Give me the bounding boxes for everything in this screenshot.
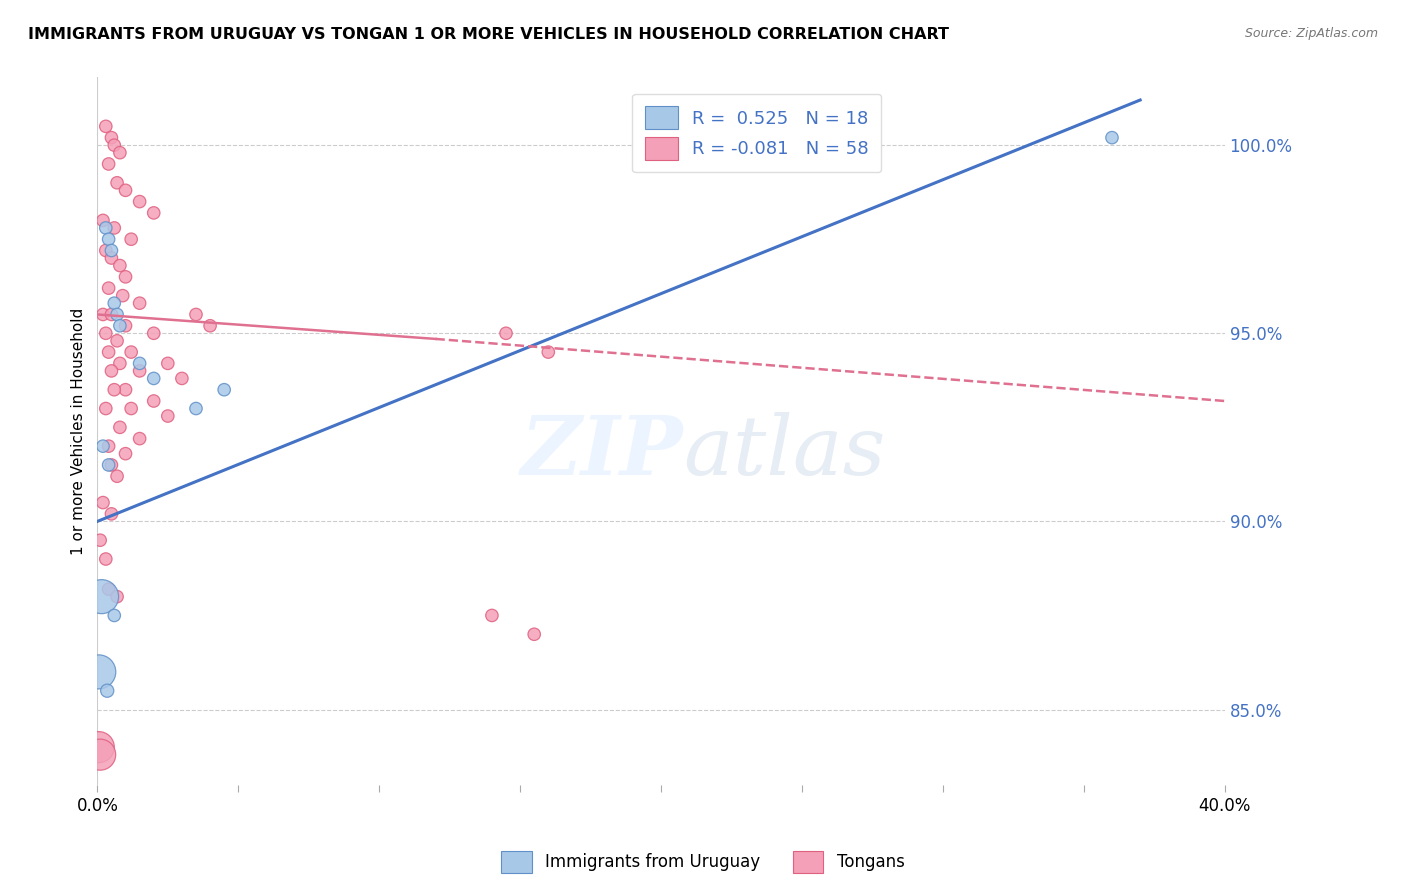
Point	[91, 308, 114, 322]
Point	[114, 318, 136, 333]
Point	[142, 394, 165, 409]
Point	[108, 259, 131, 273]
Point	[97, 582, 120, 596]
Point	[97, 281, 120, 295]
Point	[103, 383, 125, 397]
Point	[212, 383, 235, 397]
Y-axis label: 1 or more Vehicles in Household: 1 or more Vehicles in Household	[72, 308, 86, 555]
Point	[156, 409, 179, 423]
Point	[100, 251, 122, 265]
Point	[87, 740, 110, 755]
Point	[97, 458, 120, 472]
Point	[128, 364, 150, 378]
Point	[523, 627, 546, 641]
Point	[184, 401, 207, 416]
Point	[142, 371, 165, 385]
Point	[495, 326, 517, 341]
Point	[128, 432, 150, 446]
Point	[96, 683, 118, 698]
Point	[94, 120, 117, 134]
Point	[142, 206, 165, 220]
Point	[94, 401, 117, 416]
Point	[111, 288, 134, 302]
Point	[103, 221, 125, 235]
Point	[87, 665, 110, 679]
Point	[103, 608, 125, 623]
Point	[103, 296, 125, 310]
Point	[114, 447, 136, 461]
Point	[142, 326, 165, 341]
Point	[100, 507, 122, 521]
Point	[170, 371, 193, 385]
Point	[89, 747, 111, 762]
Point	[94, 326, 117, 341]
Point	[97, 232, 120, 246]
Point	[100, 458, 122, 472]
Point	[108, 420, 131, 434]
Point	[128, 194, 150, 209]
Point	[91, 495, 114, 509]
Point	[97, 439, 120, 453]
Point	[100, 130, 122, 145]
Point	[128, 296, 150, 310]
Point	[103, 138, 125, 153]
Point	[198, 318, 221, 333]
Point	[120, 232, 142, 246]
Text: ZIP: ZIP	[522, 412, 683, 492]
Point	[156, 356, 179, 370]
Legend: Immigrants from Uruguay, Tongans: Immigrants from Uruguay, Tongans	[495, 845, 911, 880]
Point	[105, 176, 128, 190]
Point	[91, 439, 114, 453]
Point	[100, 308, 122, 322]
Point	[94, 244, 117, 258]
Point	[97, 157, 120, 171]
Point	[105, 308, 128, 322]
Point	[97, 345, 120, 359]
Point	[100, 244, 122, 258]
Point	[89, 533, 111, 548]
Point	[537, 345, 560, 359]
Point	[105, 469, 128, 483]
Point	[100, 364, 122, 378]
Point	[120, 401, 142, 416]
Point	[481, 608, 503, 623]
Text: atlas: atlas	[683, 412, 886, 492]
Point	[120, 345, 142, 359]
Point	[1101, 130, 1123, 145]
Point	[105, 334, 128, 348]
Text: IMMIGRANTS FROM URUGUAY VS TONGAN 1 OR MORE VEHICLES IN HOUSEHOLD CORRELATION CH: IMMIGRANTS FROM URUGUAY VS TONGAN 1 OR M…	[28, 27, 949, 42]
Point	[114, 269, 136, 284]
Point	[184, 308, 207, 322]
Point	[108, 318, 131, 333]
Point	[108, 145, 131, 160]
Point	[114, 383, 136, 397]
Point	[94, 221, 117, 235]
Text: Source: ZipAtlas.com: Source: ZipAtlas.com	[1244, 27, 1378, 40]
Point	[90, 590, 112, 604]
Point	[108, 356, 131, 370]
Point	[105, 590, 128, 604]
Legend: R =  0.525   N = 18, R = -0.081   N = 58: R = 0.525 N = 18, R = -0.081 N = 58	[633, 94, 882, 172]
Point	[128, 356, 150, 370]
Point	[94, 552, 117, 566]
Point	[114, 183, 136, 197]
Point	[91, 213, 114, 227]
